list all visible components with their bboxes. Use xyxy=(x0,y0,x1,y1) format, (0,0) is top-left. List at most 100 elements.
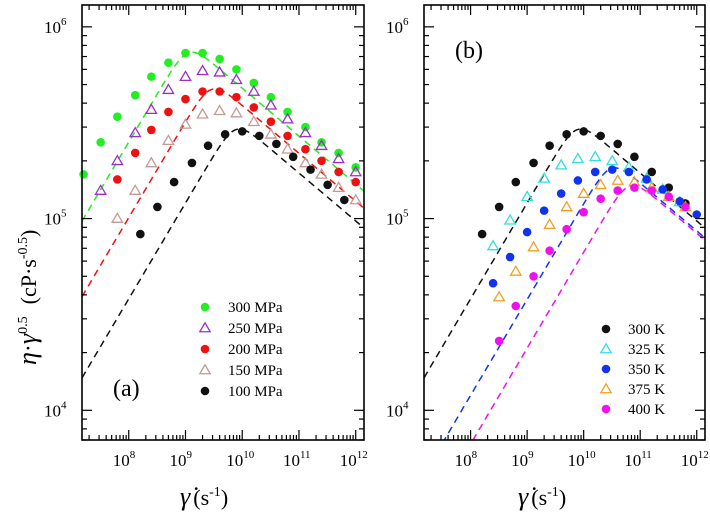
panel-a-point-100-mpa xyxy=(187,158,197,168)
panel-b-y-tick-label: 106 xyxy=(386,16,409,37)
panel-a-fit-curves xyxy=(82,51,364,379)
panel-a-point-150-mpa xyxy=(299,156,312,168)
x-title-b-exp: -1 xyxy=(547,485,559,500)
panel-b-point-350-k xyxy=(642,175,651,184)
panel-a-point-250-mpa xyxy=(332,152,345,164)
panel-b-point-350-k xyxy=(556,189,566,198)
panel-a-legend-label-300-mpa: 300 MPa xyxy=(228,300,283,316)
panel-b-point-300-k xyxy=(477,229,487,239)
panel-a-point-150-mpa xyxy=(111,212,124,223)
panel-a-point-300-mpa xyxy=(130,90,140,100)
panel-a: 108 109 1010 1011 1012 104 105 106 300 MPa 250 M… xyxy=(44,4,368,470)
panel-a-point-300-mpa xyxy=(283,107,292,117)
panel-a-point-300-mpa xyxy=(198,48,207,58)
panel-b-legend-marker-350-k xyxy=(601,364,611,374)
panel-a-point-200-mpa xyxy=(249,103,259,112)
panel-b-point-375-k xyxy=(611,173,625,185)
panel-a-fit-100-mpa xyxy=(82,128,364,379)
panel-b-label: (b) xyxy=(455,38,483,64)
panel-a-point-300-mpa xyxy=(164,58,173,68)
panel-a-x-tick-label: 1011 xyxy=(283,449,311,470)
panel-b-point-350-k xyxy=(607,165,617,174)
panel-a-label: (a) xyxy=(113,376,140,402)
panel-b-point-350-k xyxy=(624,167,634,177)
panel-a-point-200-mpa xyxy=(351,177,361,187)
y-title-dot: · xyxy=(16,344,42,352)
panel-b-point-400-k xyxy=(545,246,554,255)
panel-b-legend-marker-325-k xyxy=(599,342,613,354)
panel-a-y-tick-label: 104 xyxy=(44,399,67,420)
panel-a-point-200-mpa xyxy=(334,167,343,177)
panel-a-point-300-mpa xyxy=(181,48,190,58)
panel-a-point-300-mpa xyxy=(215,54,224,64)
panel-b-point-325-k xyxy=(554,158,568,170)
panel-a-legend-marker-300-mpa xyxy=(200,302,210,312)
panel-a-point-200-mpa xyxy=(283,131,292,141)
panel-b-point-350-k xyxy=(505,252,515,262)
panel-a-legend-marker-150-mpa xyxy=(198,363,212,375)
panel-a-point-250-mpa xyxy=(179,70,192,82)
x-title-a-exp: -1 xyxy=(209,485,221,500)
panel-a-point-200-mpa xyxy=(181,94,190,104)
panel-a-axes: 108 109 1010 1011 1012 104 105 106 xyxy=(44,4,368,470)
panel-a-point-250-mpa xyxy=(213,65,226,77)
panel-a-legend-label-200-mpa: 200 MPa xyxy=(228,342,283,358)
panel-a-point-200-mpa xyxy=(232,92,241,102)
panel-a-point-100-mpa xyxy=(255,131,264,141)
panel-b-point-350-k xyxy=(692,210,702,219)
panel-a-point-100-mpa xyxy=(153,202,162,212)
panel-b-point-300-k xyxy=(494,202,504,212)
panel-b-x-tick-label: 1010 xyxy=(568,449,597,470)
panel-a-point-200-mpa xyxy=(317,156,326,166)
panel-b-point-325-k xyxy=(537,171,551,183)
panel-a-point-250-mpa xyxy=(299,126,312,138)
panel-a-point-300-mpa xyxy=(147,72,156,81)
panel-a-point-250-mpa xyxy=(128,126,142,138)
panel-b-x-tick-label: 109 xyxy=(511,449,534,470)
panel-a-point-300-mpa xyxy=(249,78,259,88)
panel-b-x-tick-label: 1012 xyxy=(681,449,709,470)
y-title-units-close: ) xyxy=(16,230,41,237)
panel-a-legend-marker-200-mpa xyxy=(200,344,210,354)
panel-b-fit-350-k xyxy=(443,167,705,440)
y-title-units-s: s xyxy=(16,259,41,268)
panel-b-x-tick-label: 1011 xyxy=(624,449,652,470)
panel-b-y-tick-label: 105 xyxy=(386,208,409,229)
panel-a-point-200-mpa xyxy=(301,144,310,154)
panel-b-point-350-k xyxy=(522,227,532,237)
panel-b: 108 109 1010 1011 1012 104 105 106 300 K 325 K 35… xyxy=(386,4,709,470)
panel-a-x-tick-label: 108 xyxy=(113,449,136,470)
panel-b-point-300-k xyxy=(545,141,554,150)
panel-a-x-tick-label: 1012 xyxy=(340,449,368,470)
y-title-units-dot: · xyxy=(16,268,41,275)
panel-a-point-300-mpa xyxy=(232,65,241,74)
panel-b-point-375-k xyxy=(492,290,506,302)
panel-a-data-markers xyxy=(79,48,363,239)
panel-a-point-250-mpa xyxy=(111,154,124,166)
x-title-a-open: (s xyxy=(193,485,209,510)
panel-a-point-150-mpa xyxy=(315,167,328,179)
panel-a-point-300-mpa xyxy=(113,112,122,121)
panel-b-y-tick-label: 104 xyxy=(386,399,409,420)
panel-a-point-200-mpa xyxy=(215,87,224,96)
panel-a-point-250-mpa xyxy=(230,73,243,85)
panel-b-fit-400-k xyxy=(472,184,705,440)
panel-a-point-150-mpa xyxy=(230,106,243,118)
panel-b-point-400-k xyxy=(613,186,623,195)
panel-a-point-100-mpa xyxy=(136,229,145,239)
panel-b-legend-marker-300-k xyxy=(601,324,611,334)
panel-b-point-325-k xyxy=(605,154,619,166)
panel-b-legend-label-350-k: 350 K xyxy=(628,362,665,378)
panel-b-point-375-k xyxy=(560,200,573,212)
panel-b-point-350-k xyxy=(488,278,498,288)
panel-a-point-150-mpa xyxy=(144,156,158,168)
panel-a-point-200-mpa xyxy=(130,148,140,158)
panel-b-point-300-k xyxy=(596,131,605,141)
panel-a-point-100-mpa xyxy=(272,139,281,149)
panel-b-point-400-k xyxy=(529,271,538,281)
panel-a-point-250-mpa xyxy=(264,98,278,110)
panel-a-y-tick-label: 105 xyxy=(44,208,67,229)
panel-b-point-400-k xyxy=(664,192,674,202)
y-title-gamma: γ xyxy=(13,333,42,344)
